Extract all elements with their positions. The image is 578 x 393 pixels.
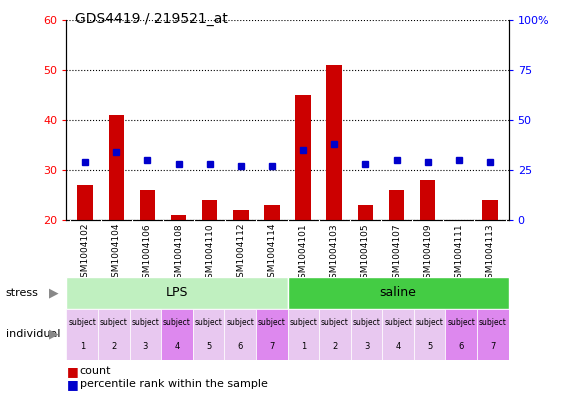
Text: count: count: [80, 366, 111, 376]
Text: GSM1004112: GSM1004112: [236, 223, 245, 283]
Text: GSM1004103: GSM1004103: [330, 223, 339, 284]
Text: 4: 4: [395, 342, 401, 351]
Text: GSM1004108: GSM1004108: [174, 223, 183, 284]
Text: subject: subject: [163, 318, 191, 327]
Bar: [351, 309, 382, 360]
Bar: [140, 190, 155, 220]
Text: LPS: LPS: [166, 286, 188, 299]
Bar: [389, 190, 405, 220]
Bar: [66, 277, 287, 309]
Text: 6: 6: [238, 342, 243, 351]
Bar: [256, 309, 288, 360]
Text: 3: 3: [143, 342, 148, 351]
Bar: [482, 200, 498, 220]
Text: GSM1004113: GSM1004113: [486, 223, 494, 284]
Text: 3: 3: [364, 342, 369, 351]
Text: 4: 4: [175, 342, 180, 351]
Text: GDS4419 / 219521_at: GDS4419 / 219521_at: [75, 12, 228, 26]
Bar: [446, 309, 477, 360]
Text: subject: subject: [353, 318, 380, 327]
Text: subject: subject: [479, 318, 507, 327]
Text: ■: ■: [66, 378, 78, 391]
Bar: [414, 309, 446, 360]
Text: subject: subject: [321, 318, 349, 327]
Bar: [287, 309, 319, 360]
Bar: [161, 309, 193, 360]
Text: GSM1004111: GSM1004111: [454, 223, 464, 284]
Text: 6: 6: [458, 342, 464, 351]
Text: subject: subject: [226, 318, 254, 327]
Bar: [224, 309, 256, 360]
Text: 1: 1: [301, 342, 306, 351]
Bar: [327, 65, 342, 220]
Bar: [109, 115, 124, 220]
Bar: [358, 205, 373, 220]
Text: 7: 7: [269, 342, 275, 351]
Text: 7: 7: [490, 342, 495, 351]
Text: ■: ■: [66, 365, 78, 378]
Text: ▶: ▶: [49, 327, 59, 341]
Text: subject: subject: [290, 318, 317, 327]
Text: 1: 1: [80, 342, 85, 351]
Text: subject: subject: [195, 318, 223, 327]
Text: GSM1004105: GSM1004105: [361, 223, 370, 284]
Text: subject: subject: [384, 318, 412, 327]
Text: 5: 5: [206, 342, 211, 351]
Text: subject: subject: [100, 318, 128, 327]
Text: subject: subject: [258, 318, 286, 327]
Text: GSM1004101: GSM1004101: [299, 223, 307, 284]
Bar: [287, 277, 509, 309]
Bar: [477, 309, 509, 360]
Bar: [66, 309, 98, 360]
Bar: [77, 185, 93, 220]
Text: 5: 5: [427, 342, 432, 351]
Text: 2: 2: [332, 342, 338, 351]
Text: GSM1004102: GSM1004102: [81, 223, 90, 283]
Text: subject: subject: [131, 318, 160, 327]
Bar: [264, 205, 280, 220]
Bar: [319, 309, 351, 360]
Text: subject: subject: [447, 318, 475, 327]
Bar: [233, 210, 249, 220]
Text: percentile rank within the sample: percentile rank within the sample: [80, 379, 268, 389]
Text: ▶: ▶: [49, 286, 59, 299]
Bar: [171, 215, 186, 220]
Bar: [295, 95, 311, 220]
Bar: [98, 309, 129, 360]
Bar: [193, 309, 224, 360]
Text: GSM1004110: GSM1004110: [205, 223, 214, 284]
Text: individual: individual: [6, 329, 60, 339]
Text: GSM1004109: GSM1004109: [423, 223, 432, 284]
Bar: [382, 309, 414, 360]
Text: GSM1004114: GSM1004114: [268, 223, 276, 283]
Text: saline: saline: [380, 286, 417, 299]
Bar: [129, 309, 161, 360]
Text: subject: subject: [416, 318, 444, 327]
Text: subject: subject: [68, 318, 96, 327]
Bar: [202, 200, 217, 220]
Text: GSM1004107: GSM1004107: [392, 223, 401, 284]
Text: GSM1004106: GSM1004106: [143, 223, 152, 284]
Bar: [420, 180, 435, 220]
Text: GSM1004104: GSM1004104: [112, 223, 121, 283]
Text: 2: 2: [111, 342, 117, 351]
Text: stress: stress: [6, 288, 39, 298]
